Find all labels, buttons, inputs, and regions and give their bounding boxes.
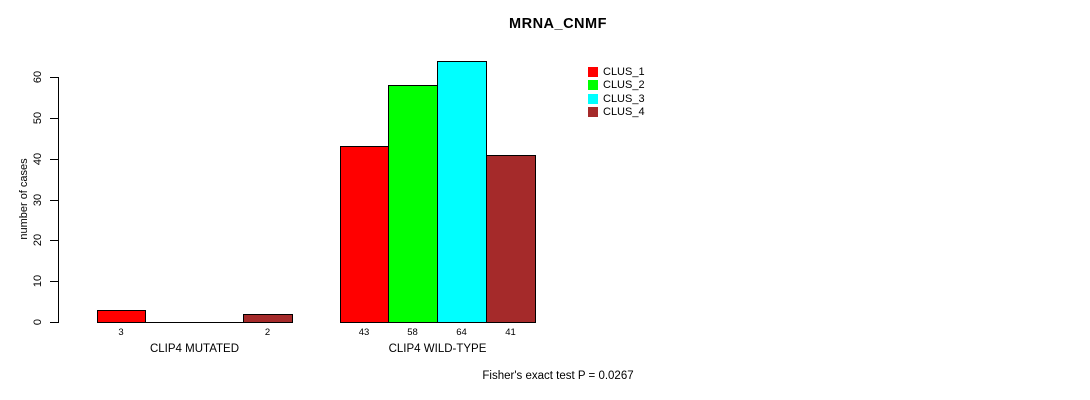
group-label-clip4-mutated: CLIP4 MUTATED — [149, 343, 240, 355]
y-axis-tick — [50, 240, 58, 241]
y-axis-tick — [50, 159, 58, 160]
y-axis-tick — [50, 281, 58, 282]
bar-value-label: 3 — [118, 327, 124, 338]
legend-swatch-clus-2 — [588, 79, 598, 90]
legend-label: CLUS_3 — [603, 92, 645, 105]
bar-clip4-wild-type-clus-1 — [340, 146, 389, 323]
legend-item-clus-1: CLUS_1 — [588, 65, 645, 78]
legend-label: CLUS_2 — [603, 78, 645, 91]
bar-value-label: 2 — [264, 327, 271, 338]
chart-title: MRNA_CNMF — [509, 16, 607, 32]
legend-item-clus-2: CLUS_2 — [588, 78, 645, 91]
y-axis-tick — [50, 77, 58, 78]
legend-item-clus-4: CLUS_4 — [588, 105, 645, 118]
y-axis-tick-label: 0 — [32, 318, 44, 326]
y-axis-tick-label: 40 — [32, 152, 44, 166]
bar-clip4-mutated-clus-4 — [243, 314, 293, 323]
bar-clip4-mutated-clus-1 — [97, 310, 146, 323]
legend-swatch-clus-3 — [588, 93, 598, 104]
group-baseline — [97, 322, 293, 323]
bar-value-label: 58 — [407, 327, 418, 338]
group-label-clip4-wild-type: CLIP4 WILD-TYPE — [388, 343, 487, 355]
legend-swatch-clus-1 — [588, 66, 598, 77]
annotation-fishers-test: Fisher's exact test P = 0.0267 — [482, 370, 634, 382]
y-axis-tick-label: 20 — [32, 233, 44, 247]
y-axis-tick-label: 50 — [32, 111, 44, 125]
legend-label: CLUS_1 — [603, 65, 645, 78]
y-axis-tick-label: 10 — [32, 274, 44, 288]
y-axis-tick — [50, 200, 58, 201]
bar-clip4-wild-type-clus-4 — [486, 155, 536, 323]
legend-swatch-clus-4 — [588, 106, 598, 117]
y-axis-tick-label: 30 — [32, 193, 44, 207]
bar-clip4-wild-type-clus-2 — [388, 85, 438, 323]
legend-item-clus-3: CLUS_3 — [588, 92, 645, 105]
bar-value-label: 64 — [456, 327, 467, 338]
bar-value-label: 43 — [358, 327, 370, 338]
y-axis-label: number of cases — [18, 158, 30, 240]
y-axis-tick-label: 60 — [32, 70, 44, 84]
y-axis-line — [58, 77, 59, 323]
legend-label: CLUS_4 — [603, 105, 645, 118]
bar-clip4-wild-type-clus-3 — [437, 61, 487, 323]
y-axis-tick — [50, 118, 58, 119]
bar-value-label: 41 — [505, 327, 516, 338]
y-axis-tick — [50, 322, 58, 323]
